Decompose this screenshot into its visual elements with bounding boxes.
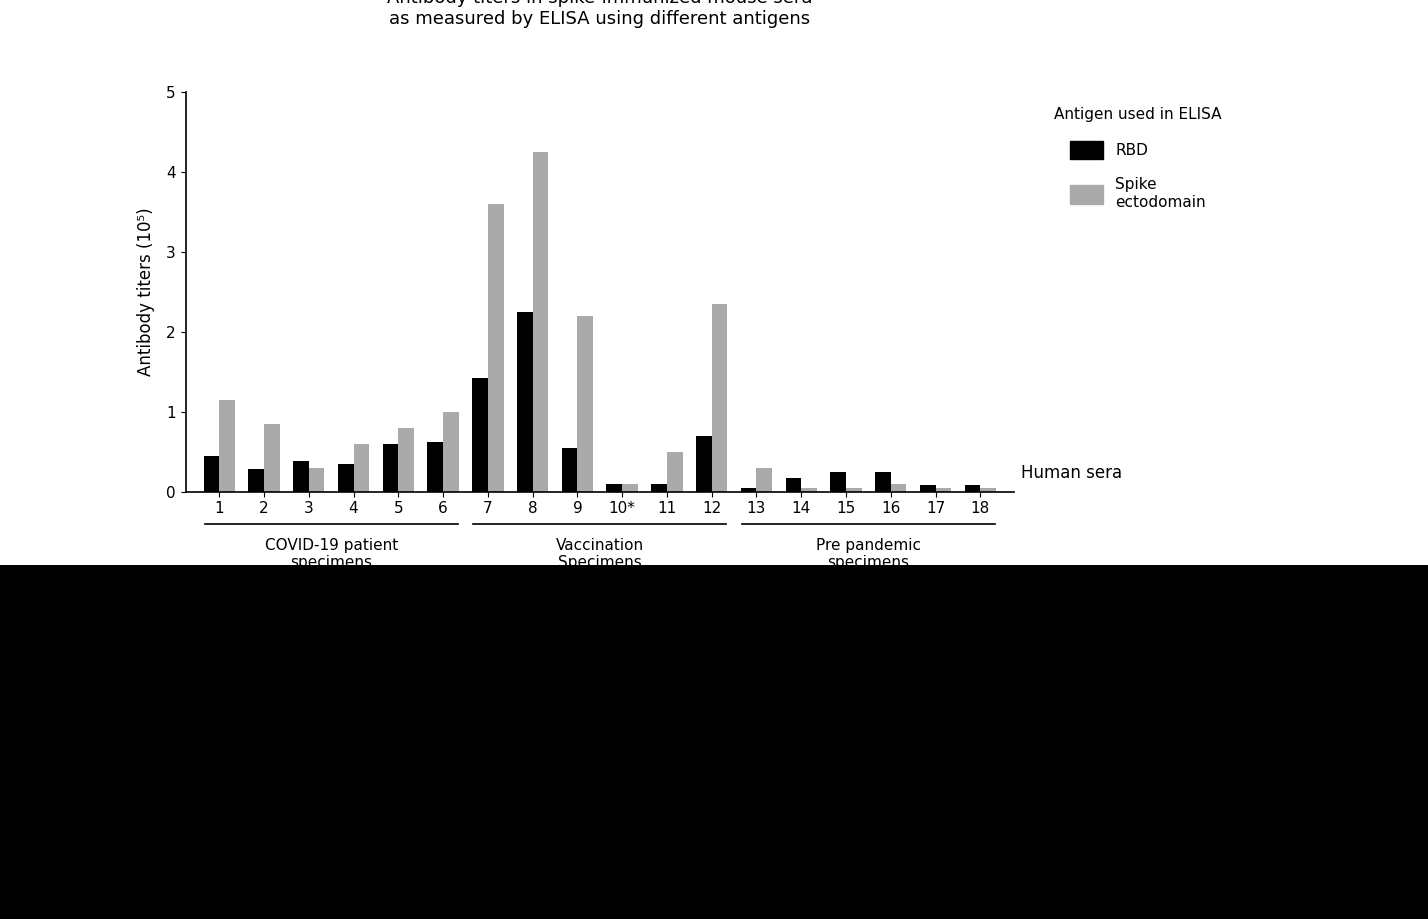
Bar bbox=[651, 483, 667, 492]
Bar bbox=[741, 488, 757, 492]
Bar bbox=[220, 400, 234, 492]
Bar bbox=[695, 436, 711, 492]
Bar bbox=[711, 304, 727, 492]
Bar bbox=[965, 485, 980, 492]
Bar bbox=[293, 461, 308, 492]
Bar bbox=[667, 451, 683, 492]
Bar bbox=[830, 471, 845, 492]
Bar bbox=[517, 312, 533, 492]
Bar bbox=[623, 483, 638, 492]
Bar bbox=[308, 468, 324, 492]
Bar bbox=[980, 488, 995, 492]
Bar bbox=[875, 471, 891, 492]
Bar bbox=[383, 444, 398, 492]
Bar bbox=[891, 483, 907, 492]
Bar bbox=[338, 464, 354, 492]
Bar bbox=[801, 488, 817, 492]
Bar bbox=[785, 478, 801, 492]
Bar bbox=[757, 468, 773, 492]
Bar bbox=[204, 456, 220, 492]
Bar bbox=[427, 442, 443, 492]
Bar bbox=[845, 488, 861, 492]
Bar bbox=[577, 316, 593, 492]
Text: COVID-19 patient
specimens: COVID-19 patient specimens bbox=[264, 538, 398, 570]
Bar bbox=[533, 152, 548, 492]
Bar bbox=[935, 488, 951, 492]
Bar bbox=[488, 204, 504, 492]
Text: Antibody titers in spike-immunized mouse sera
as measured by ELISA using differe: Antibody titers in spike-immunized mouse… bbox=[387, 0, 813, 28]
Bar bbox=[473, 378, 488, 492]
Bar bbox=[354, 444, 370, 492]
Bar bbox=[264, 424, 280, 492]
Bar bbox=[561, 448, 577, 492]
Bar bbox=[920, 485, 935, 492]
Text: Pre pandemic
specimens: Pre pandemic specimens bbox=[815, 538, 921, 570]
Bar bbox=[398, 427, 414, 492]
Text: Vaccination
Specimens
(* control: no
vaccine or infection): Vaccination Specimens (* control: no vac… bbox=[521, 538, 678, 605]
Bar bbox=[443, 412, 458, 492]
Legend: RBD, Spike
ectodomain: RBD, Spike ectodomain bbox=[1047, 99, 1230, 218]
Bar bbox=[607, 483, 623, 492]
Text: Human sera: Human sera bbox=[1021, 464, 1122, 482]
Bar bbox=[248, 470, 264, 492]
Y-axis label: Antibody titers (10⁵): Antibody titers (10⁵) bbox=[137, 208, 156, 376]
